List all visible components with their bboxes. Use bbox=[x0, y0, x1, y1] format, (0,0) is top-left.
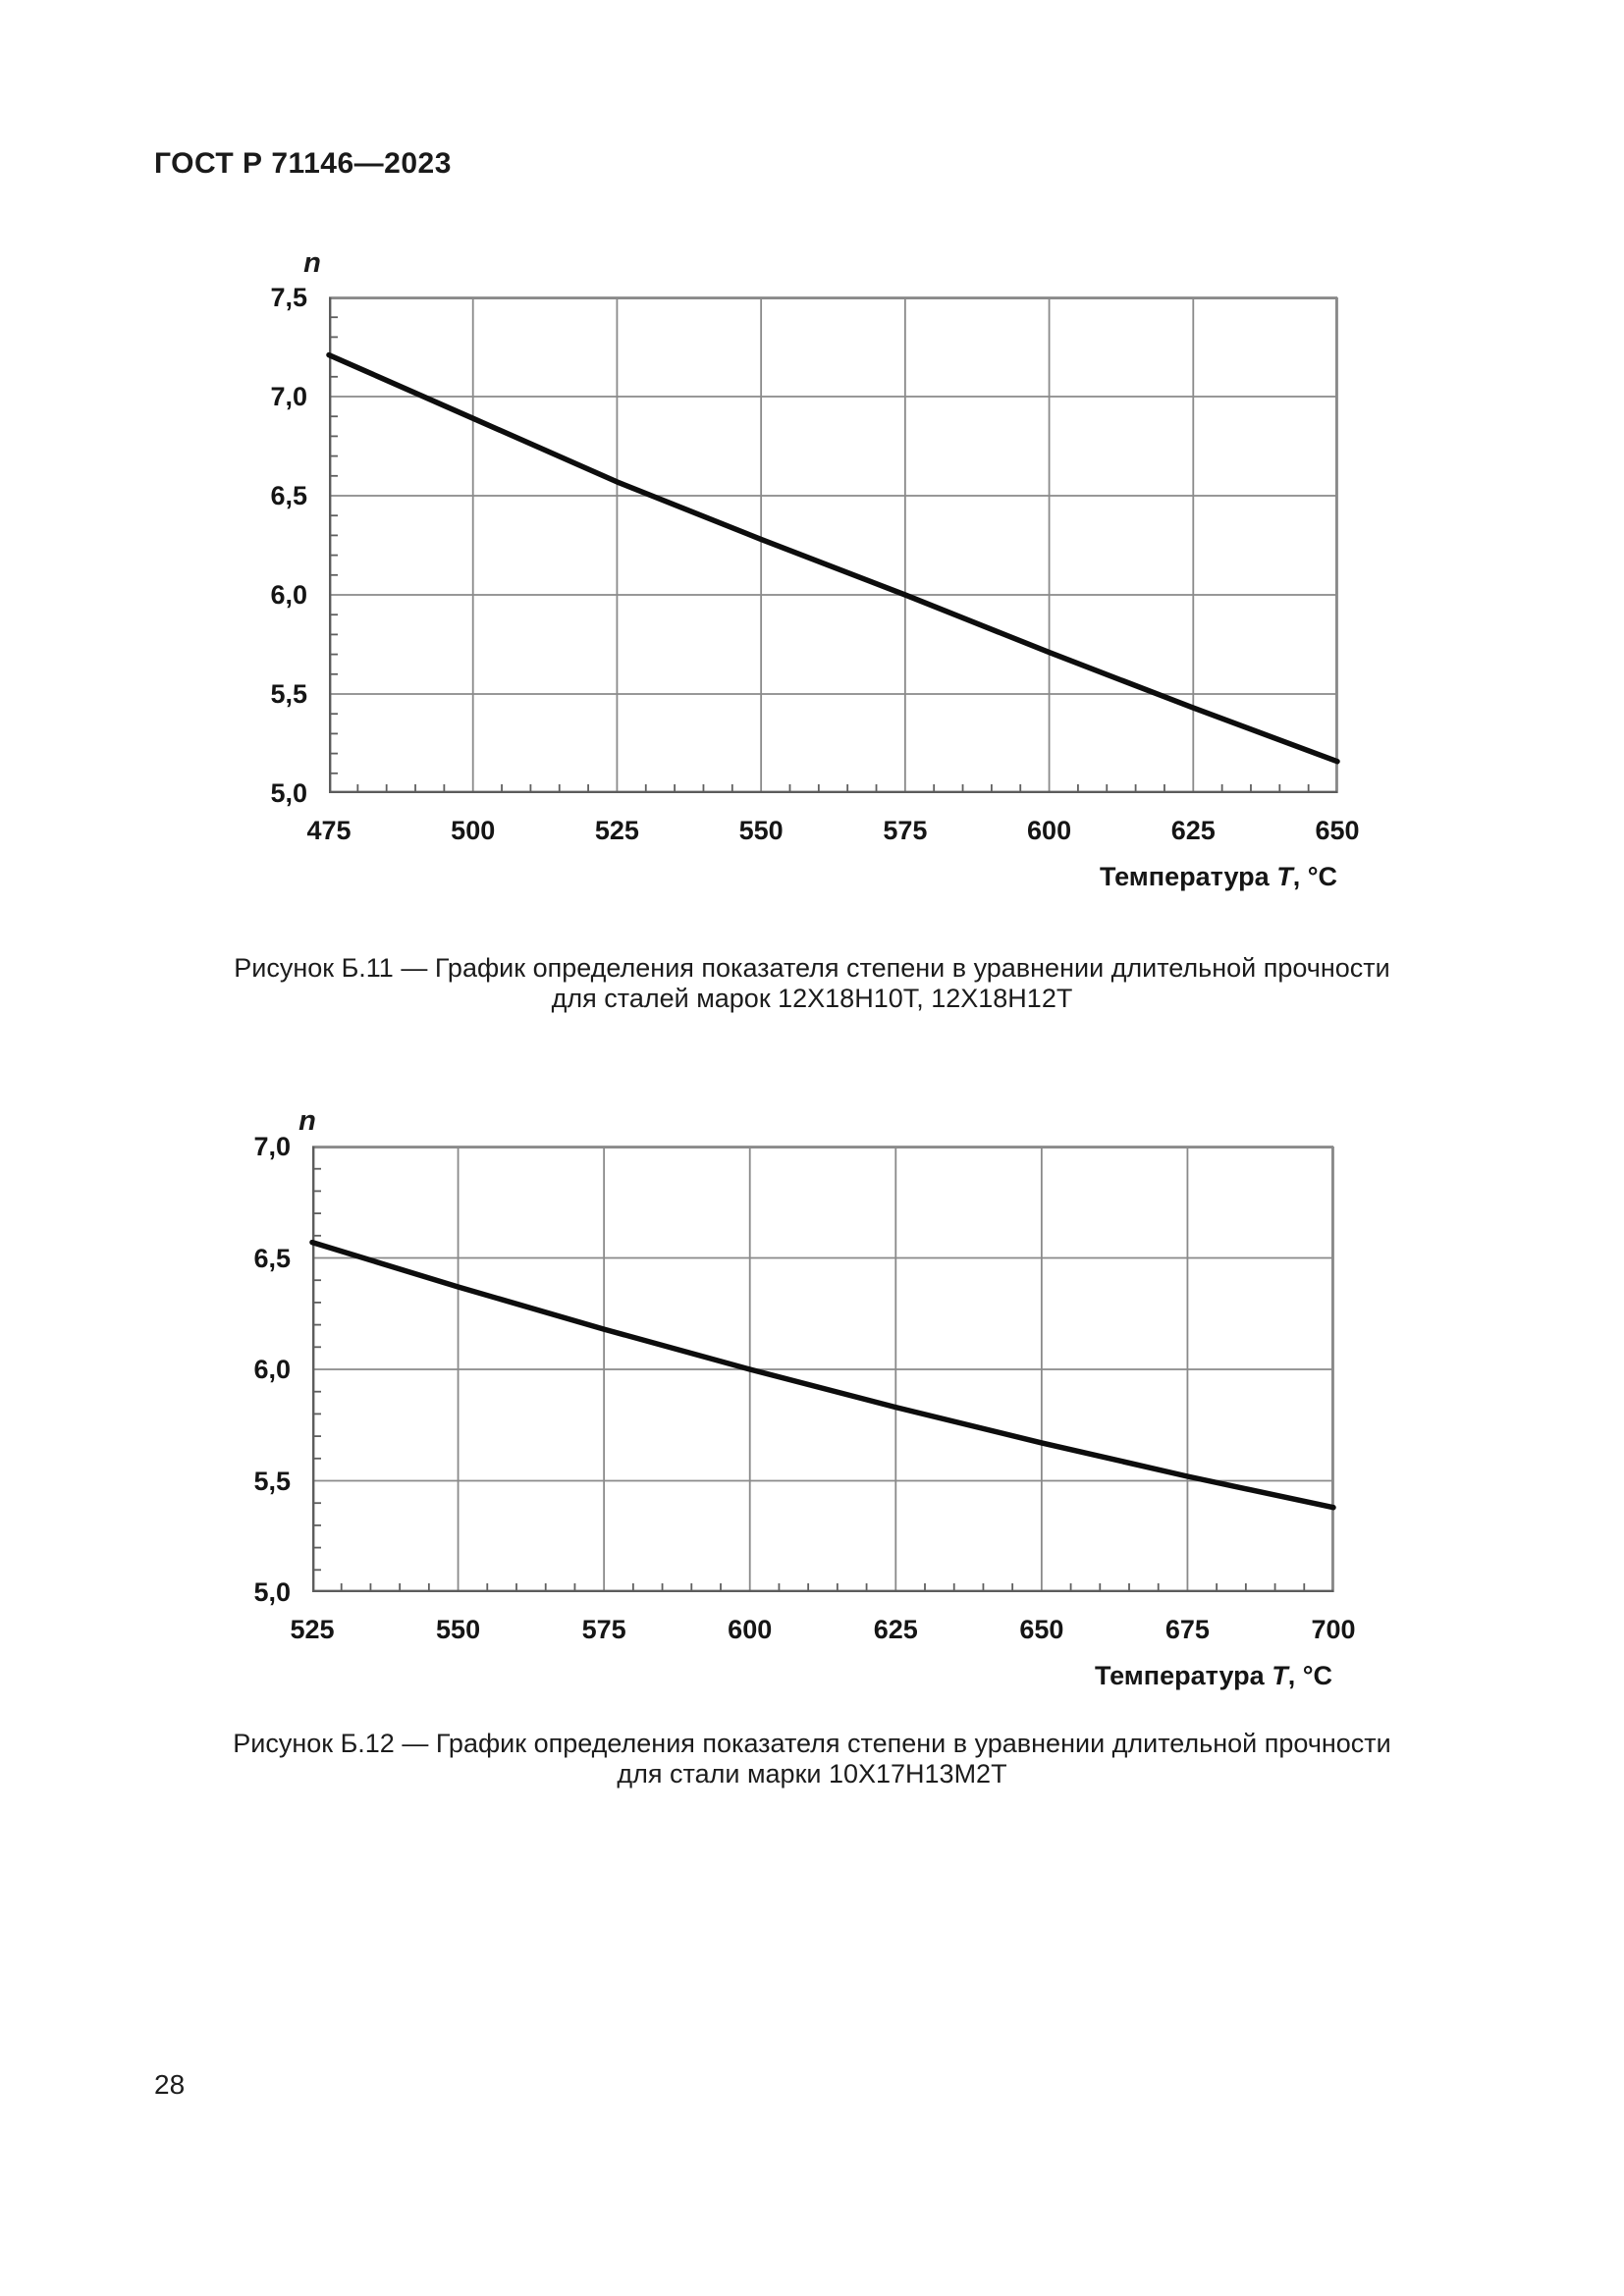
y-tick-label: 6,0 bbox=[253, 1355, 291, 1384]
x-tick-label: 525 bbox=[594, 816, 639, 845]
chart-b12-y-axis-label: n bbox=[298, 1105, 316, 1137]
x-tick-label: 525 bbox=[290, 1615, 335, 1644]
y-tick-label: 6,0 bbox=[270, 580, 307, 610]
x-tick-label: 650 bbox=[1019, 1615, 1064, 1644]
figure-b12-caption-line1: Рисунок Б.12 — График определения показа… bbox=[233, 1729, 1391, 1758]
chart-b11-y-axis-label: n bbox=[303, 247, 321, 279]
chart-b12-x-axis-title: Температура T, °С bbox=[743, 1661, 1332, 1691]
chart-b11-plot: 5,0 5,5 6,0 6,5 7,0 7,5 475 500 525 550 575 600 625 6… bbox=[270, 283, 1359, 845]
y-tick-label: 7,0 bbox=[270, 382, 307, 411]
figure-b12-caption-line2: для стали марки 10Х17Н13М2Т bbox=[617, 1759, 1007, 1789]
x-axis-title-variable: T bbox=[1272, 1661, 1288, 1690]
x-tick-label: 550 bbox=[738, 816, 784, 845]
x-tick-label: 675 bbox=[1164, 1615, 1210, 1644]
y-tick-label: 5,0 bbox=[270, 778, 307, 808]
x-tick-label: 600 bbox=[1027, 816, 1072, 845]
y-tick-label: 6,5 bbox=[253, 1243, 291, 1273]
data-line bbox=[309, 1239, 1336, 1511]
x-tick-label: 700 bbox=[1311, 1615, 1356, 1644]
y-tick-label: 5,0 bbox=[253, 1577, 291, 1607]
x-axis-title-text: Температура bbox=[1100, 862, 1277, 891]
figure-b12-caption: Рисунок Б.12 — График определения показа… bbox=[0, 1729, 1624, 1789]
data-line bbox=[326, 351, 1340, 765]
x-axis-title-unit: , °С bbox=[1287, 1661, 1332, 1690]
x-tick-label: 625 bbox=[873, 1615, 918, 1644]
chart-b12-plot: 5,0 5,5 6,0 6,5 7,0 525 550 575 600 625 650 675 700 bbox=[253, 1132, 1355, 1644]
document-header: ГОСТ Р 71146—2023 bbox=[154, 147, 452, 180]
figure-b11-caption-line1: Рисунок Б.11 — График определения показа… bbox=[234, 953, 1390, 983]
y-tick-label: 6,5 bbox=[270, 481, 307, 510]
x-axis-title-unit: , °С bbox=[1292, 862, 1337, 891]
x-axis-title-variable: T bbox=[1276, 862, 1293, 891]
y-tick-label: 7,0 bbox=[253, 1132, 291, 1161]
y-tick-label: 7,5 bbox=[270, 283, 307, 312]
y-tick-label: 5,5 bbox=[253, 1466, 291, 1496]
x-tick-label: 575 bbox=[581, 1615, 626, 1644]
chart-b12-canvas bbox=[309, 1146, 1336, 1592]
x-tick-label: 550 bbox=[436, 1615, 481, 1644]
x-tick-label: 650 bbox=[1315, 816, 1360, 845]
page-number: 28 bbox=[154, 2069, 186, 2100]
figure-b11-caption: Рисунок Б.11 — График определения показа… bbox=[0, 953, 1624, 1014]
x-tick-label: 600 bbox=[728, 1615, 773, 1644]
x-tick-label: 500 bbox=[451, 816, 496, 845]
x-tick-label: 625 bbox=[1170, 816, 1216, 845]
y-tick-label: 5,5 bbox=[270, 679, 307, 709]
x-axis-title-text: Температура bbox=[1095, 1661, 1272, 1690]
x-tick-label: 575 bbox=[883, 816, 928, 845]
chart-b11-x-axis-title: Температура T, °С bbox=[748, 862, 1337, 892]
figure-b11-caption-line2: для сталей марок 12Х18Н10Т, 12Х18Н12Т bbox=[551, 984, 1073, 1013]
x-tick-label: 475 bbox=[306, 816, 352, 845]
chart-b11-canvas bbox=[326, 296, 1340, 793]
